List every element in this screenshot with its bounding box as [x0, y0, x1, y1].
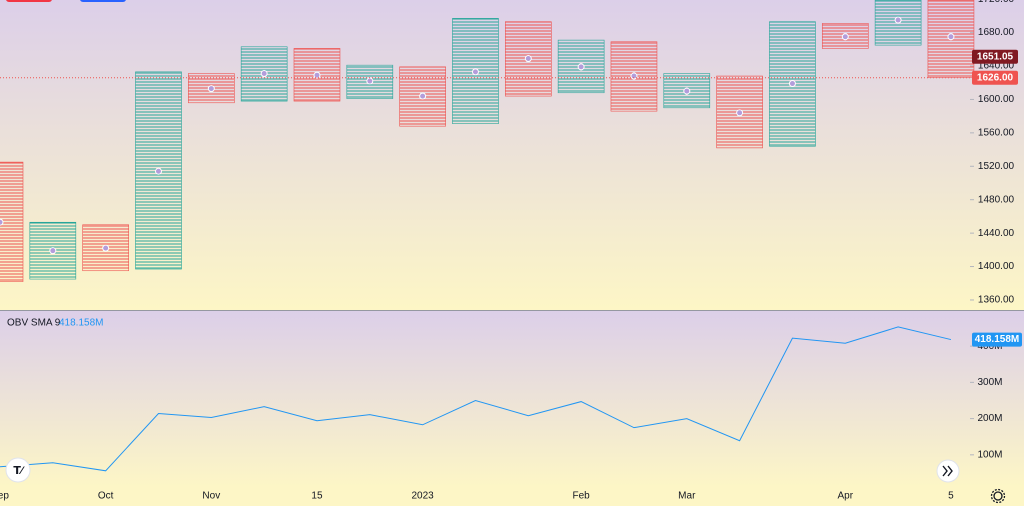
y-tick-label: 1640.00 [978, 61, 1015, 72]
y-tick-label: 1480.00 [978, 194, 1015, 205]
mid-dot [577, 63, 585, 71]
price-tag [972, 49, 1018, 64]
mid-dot [419, 92, 427, 100]
mid-dot [313, 71, 321, 79]
indicator-plot: 100M200M300M400MOBV SMA 9418.158M418.158… [0, 318, 1022, 472]
value-tag-label: 418.158M [975, 334, 1019, 345]
mid-dot [841, 33, 849, 41]
mid-dot [260, 70, 268, 78]
mid-dot [49, 247, 57, 255]
x-tick-label: 2023 [412, 491, 435, 502]
x-tick-label: Apr [837, 491, 853, 502]
price-tag-label: 1626.00 [977, 72, 1014, 83]
x-tick-label: Nov [202, 491, 220, 502]
x-tick-label: Feb [573, 491, 591, 502]
value-tag [972, 332, 1022, 347]
mid-dot [947, 33, 955, 41]
mid-dot [471, 68, 479, 76]
mid-dot [207, 85, 215, 93]
mid-dot [788, 80, 796, 88]
y-tick-label: 1440.00 [978, 228, 1015, 239]
price-tag [972, 70, 1018, 85]
x-tick-label: 15 [311, 491, 323, 502]
mid-dot [102, 244, 110, 252]
tv-logo[interactable]: 𝗧⁄ [5, 457, 31, 483]
mid-dot [0, 218, 4, 226]
box [346, 64, 394, 99]
x-tick-label: Oct [98, 491, 114, 502]
mid-dot [366, 77, 374, 85]
buy-button[interactable] [80, 0, 126, 2]
y-tick-label: 100M [977, 449, 1002, 460]
y-tick-label: 1720.00 [978, 0, 1015, 5]
svg-text:𝗧⁄: 𝗧⁄ [13, 465, 25, 477]
mid-dot [524, 54, 532, 62]
obv-line [0, 326, 952, 472]
y-tick-label: 200M [977, 413, 1002, 424]
legend-value: 418.158M [59, 318, 103, 329]
scroll-right-button[interactable] [936, 459, 960, 483]
mid-dot [736, 109, 744, 117]
mid-dot [894, 16, 902, 24]
y-tick-label: 1360.00 [978, 295, 1015, 306]
y-tick-label: 1600.00 [978, 94, 1015, 105]
y-tick-label: 1680.00 [978, 27, 1015, 38]
y-tick-label: 1400.00 [978, 261, 1015, 272]
x-tick-label: Sep [0, 491, 9, 502]
sell-button[interactable] [6, 0, 52, 2]
price-tag-label: 1651.05 [977, 51, 1014, 62]
y-tick-label: 1560.00 [978, 127, 1015, 138]
legend-name: OBV SMA 9 [7, 318, 61, 329]
x-tick-label: Mar [678, 491, 696, 502]
indicator-pane [0, 311, 1024, 487]
mid-dot [630, 72, 638, 80]
time-axis [0, 487, 1024, 506]
mid-dot [683, 87, 691, 95]
x-tick-label: 5 [948, 491, 954, 502]
settings-button[interactable] [990, 488, 1006, 504]
mid-dot [154, 167, 162, 175]
y-tick-label: 1520.00 [978, 161, 1015, 172]
main-plot: 1360.00 1400.00 1440.00 1480.00 1520.00 1560.… [0, 0, 1018, 306]
box [0, 161, 24, 282]
y-tick-label: 300M [977, 377, 1002, 388]
